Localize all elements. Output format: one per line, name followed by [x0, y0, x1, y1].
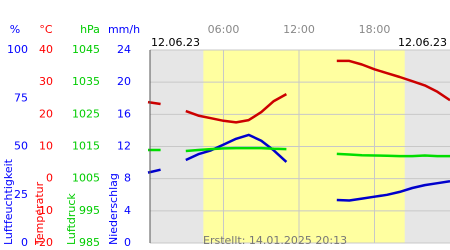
date-right: 12.06.23 — [398, 36, 447, 49]
axis-unit: mm/h — [108, 23, 140, 36]
y-tick-label: 985 — [79, 236, 100, 249]
y-tick-label: 0 — [21, 236, 28, 249]
x-tick-label: 12:00 — [283, 23, 315, 36]
y-tick-label: 0 — [46, 172, 53, 185]
axis-unit: °C — [39, 23, 53, 36]
y-tick-label: 40 — [39, 43, 53, 56]
date-left: 12.06.23 — [151, 36, 200, 49]
axis-title: Temperatur — [33, 181, 46, 246]
footer: Erstellt: 14.01.2025 20:13 — [203, 234, 347, 247]
y-tick-label: 8 — [124, 172, 131, 185]
y-tick-label: 1045 — [72, 43, 100, 56]
y-tick-label: 1035 — [72, 75, 100, 88]
y-tick-label: 0 — [124, 236, 131, 249]
axis-title: Niederschlag — [107, 173, 120, 245]
y-tick-label: 20 — [39, 107, 53, 120]
y-tick-label: 20 — [117, 75, 131, 88]
y-tick-label: 50 — [14, 140, 28, 153]
y-tick-label: 10 — [39, 140, 53, 153]
y-tick-label: -10 — [35, 204, 53, 217]
y-tick-label: 12 — [117, 140, 131, 153]
y-tick-label: 100 — [7, 43, 28, 56]
axis-unit: % — [10, 23, 20, 36]
axis-title: Luftfeuchtigkeit — [2, 158, 15, 245]
x-tick-label: 06:00 — [208, 23, 240, 36]
y-tick-label: 995 — [79, 204, 100, 217]
y-tick-label: 24 — [117, 43, 131, 56]
y-tick-label: 25 — [14, 188, 28, 201]
axis-title: Luftdruck — [65, 193, 78, 245]
y-tick-label: 1005 — [72, 172, 100, 185]
x-tick-label: 18:00 — [359, 23, 391, 36]
y-tick-label: -20 — [35, 236, 53, 249]
axis-unit: hPa — [80, 23, 100, 36]
y-tick-label: 75 — [14, 91, 28, 104]
y-tick-label: 1015 — [72, 140, 100, 153]
y-tick-label: 1025 — [72, 107, 100, 120]
y-tick-label: 30 — [39, 75, 53, 88]
y-tick-label: 4 — [124, 204, 131, 217]
y-tick-label: 16 — [117, 107, 131, 120]
